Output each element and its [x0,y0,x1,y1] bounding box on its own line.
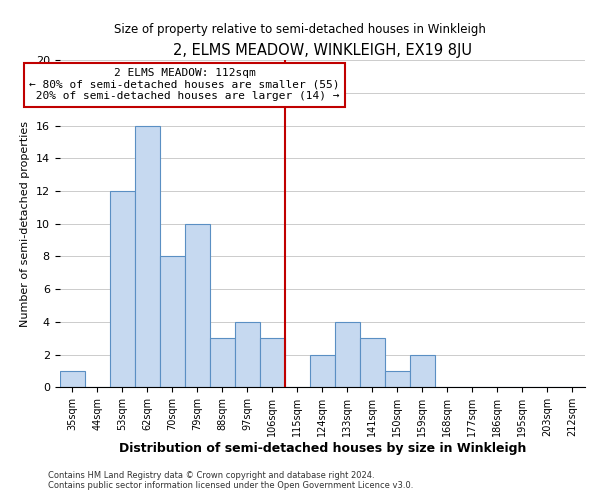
Bar [410,354,435,388]
Text: 2 ELMS MEADOW: 112sqm
← 80% of semi-detached houses are smaller (55)
 20% of sem: 2 ELMS MEADOW: 112sqm ← 80% of semi-deta… [29,68,340,102]
Bar [235,322,260,388]
Bar [160,256,185,388]
Bar [385,371,410,388]
Bar [110,191,134,388]
Bar [134,126,160,388]
Bar [360,338,385,388]
Text: Contains HM Land Registry data © Crown copyright and database right 2024.
Contai: Contains HM Land Registry data © Crown c… [48,470,413,490]
Text: Size of property relative to semi-detached houses in Winkleigh: Size of property relative to semi-detach… [114,22,486,36]
Bar [310,354,335,388]
Y-axis label: Number of semi-detached properties: Number of semi-detached properties [20,120,30,326]
Bar [185,224,209,388]
Bar [260,338,285,388]
X-axis label: Distribution of semi-detached houses by size in Winkleigh: Distribution of semi-detached houses by … [119,442,526,455]
Bar [335,322,360,388]
Bar [209,338,235,388]
Bar [59,371,85,388]
Title: 2, ELMS MEADOW, WINKLEIGH, EX19 8JU: 2, ELMS MEADOW, WINKLEIGH, EX19 8JU [173,42,472,58]
